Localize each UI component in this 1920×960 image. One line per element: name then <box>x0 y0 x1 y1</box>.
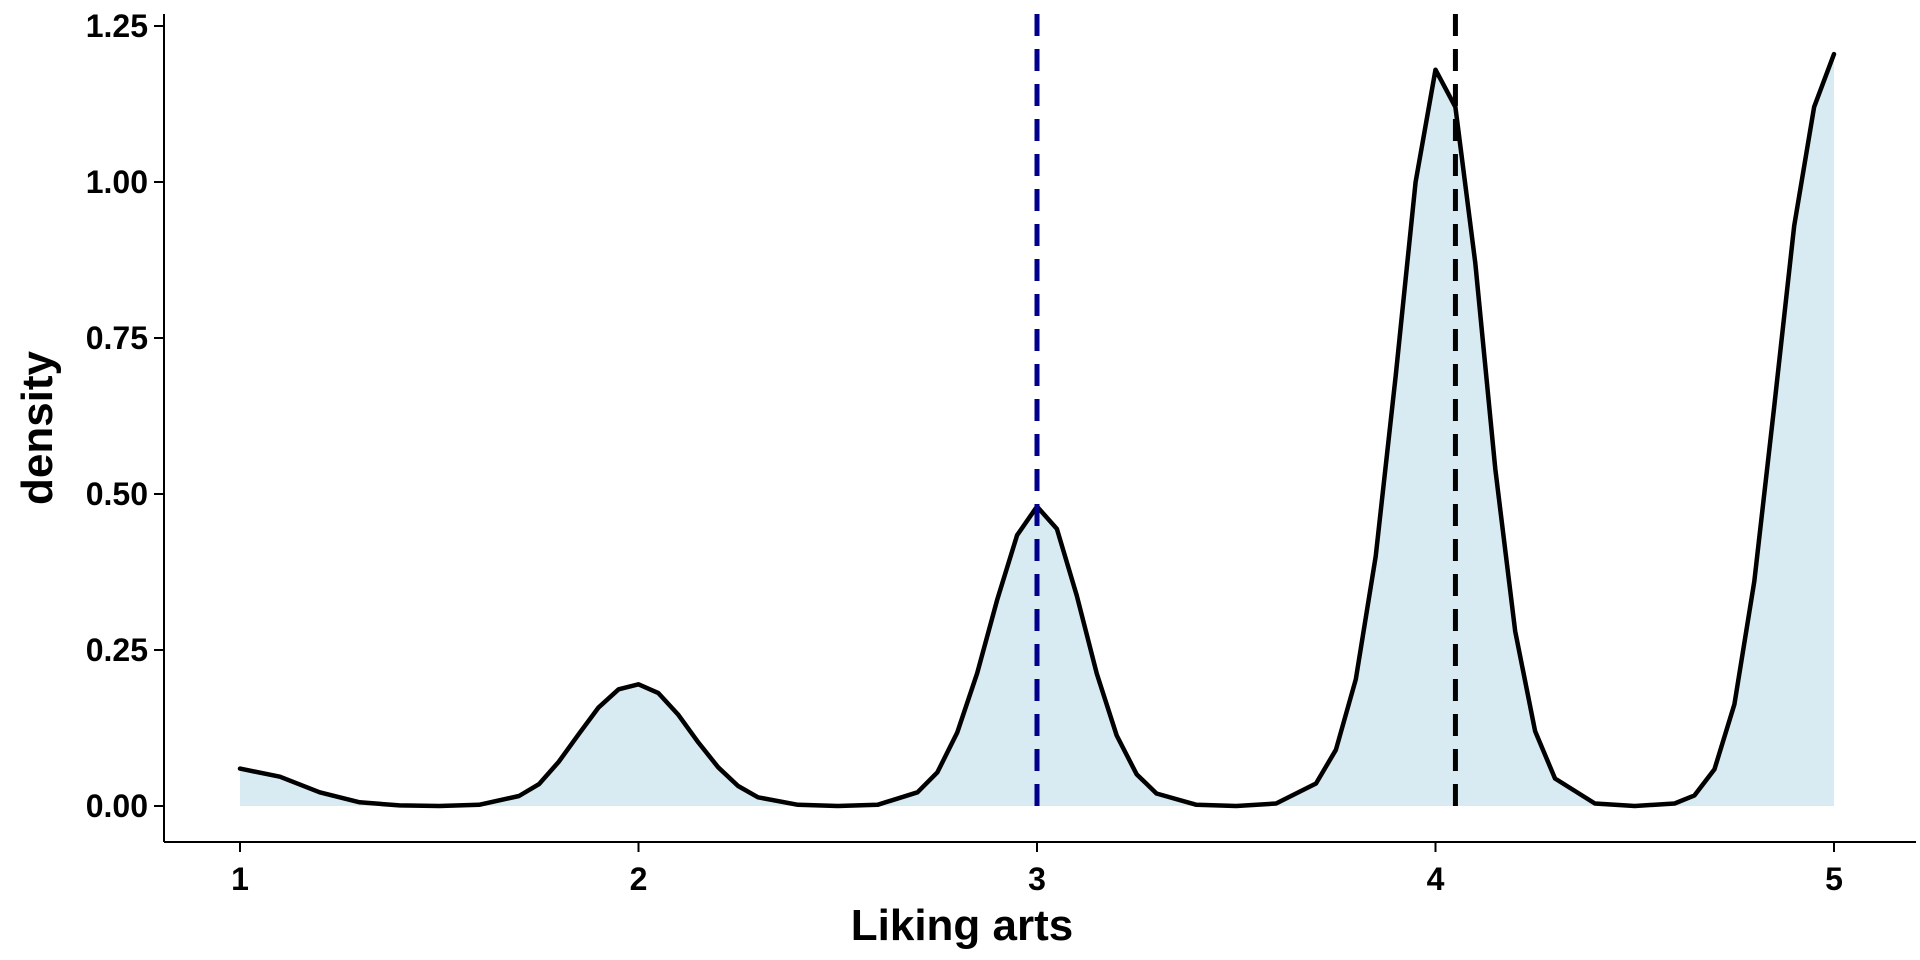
x-axis-title: Liking arts <box>851 901 1074 950</box>
y-tick-label: 0.00 <box>86 788 148 824</box>
density-curve <box>237 51 1837 809</box>
axes <box>163 14 1916 843</box>
y-tick-label: 1.00 <box>86 164 148 200</box>
ticks: 1 2 3 4 5 0.00 0.25 0.50 0.75 1.00 1.25 <box>86 8 1843 897</box>
y-tick-label: 1.25 <box>86 8 148 44</box>
y-tick-label: 0.25 <box>86 632 148 668</box>
y-tick-label: 0.75 <box>86 320 148 356</box>
plot-area <box>237 14 1837 809</box>
y-tick-label: 0.50 <box>86 476 148 512</box>
x-tick-label: 3 <box>1028 861 1046 897</box>
x-tick-label: 1 <box>231 861 249 897</box>
y-axis-title: density <box>13 350 62 505</box>
x-tick-label: 2 <box>630 861 648 897</box>
density-area <box>240 54 1834 807</box>
x-tick-label: 5 <box>1825 861 1843 897</box>
x-tick-label: 4 <box>1427 861 1445 897</box>
